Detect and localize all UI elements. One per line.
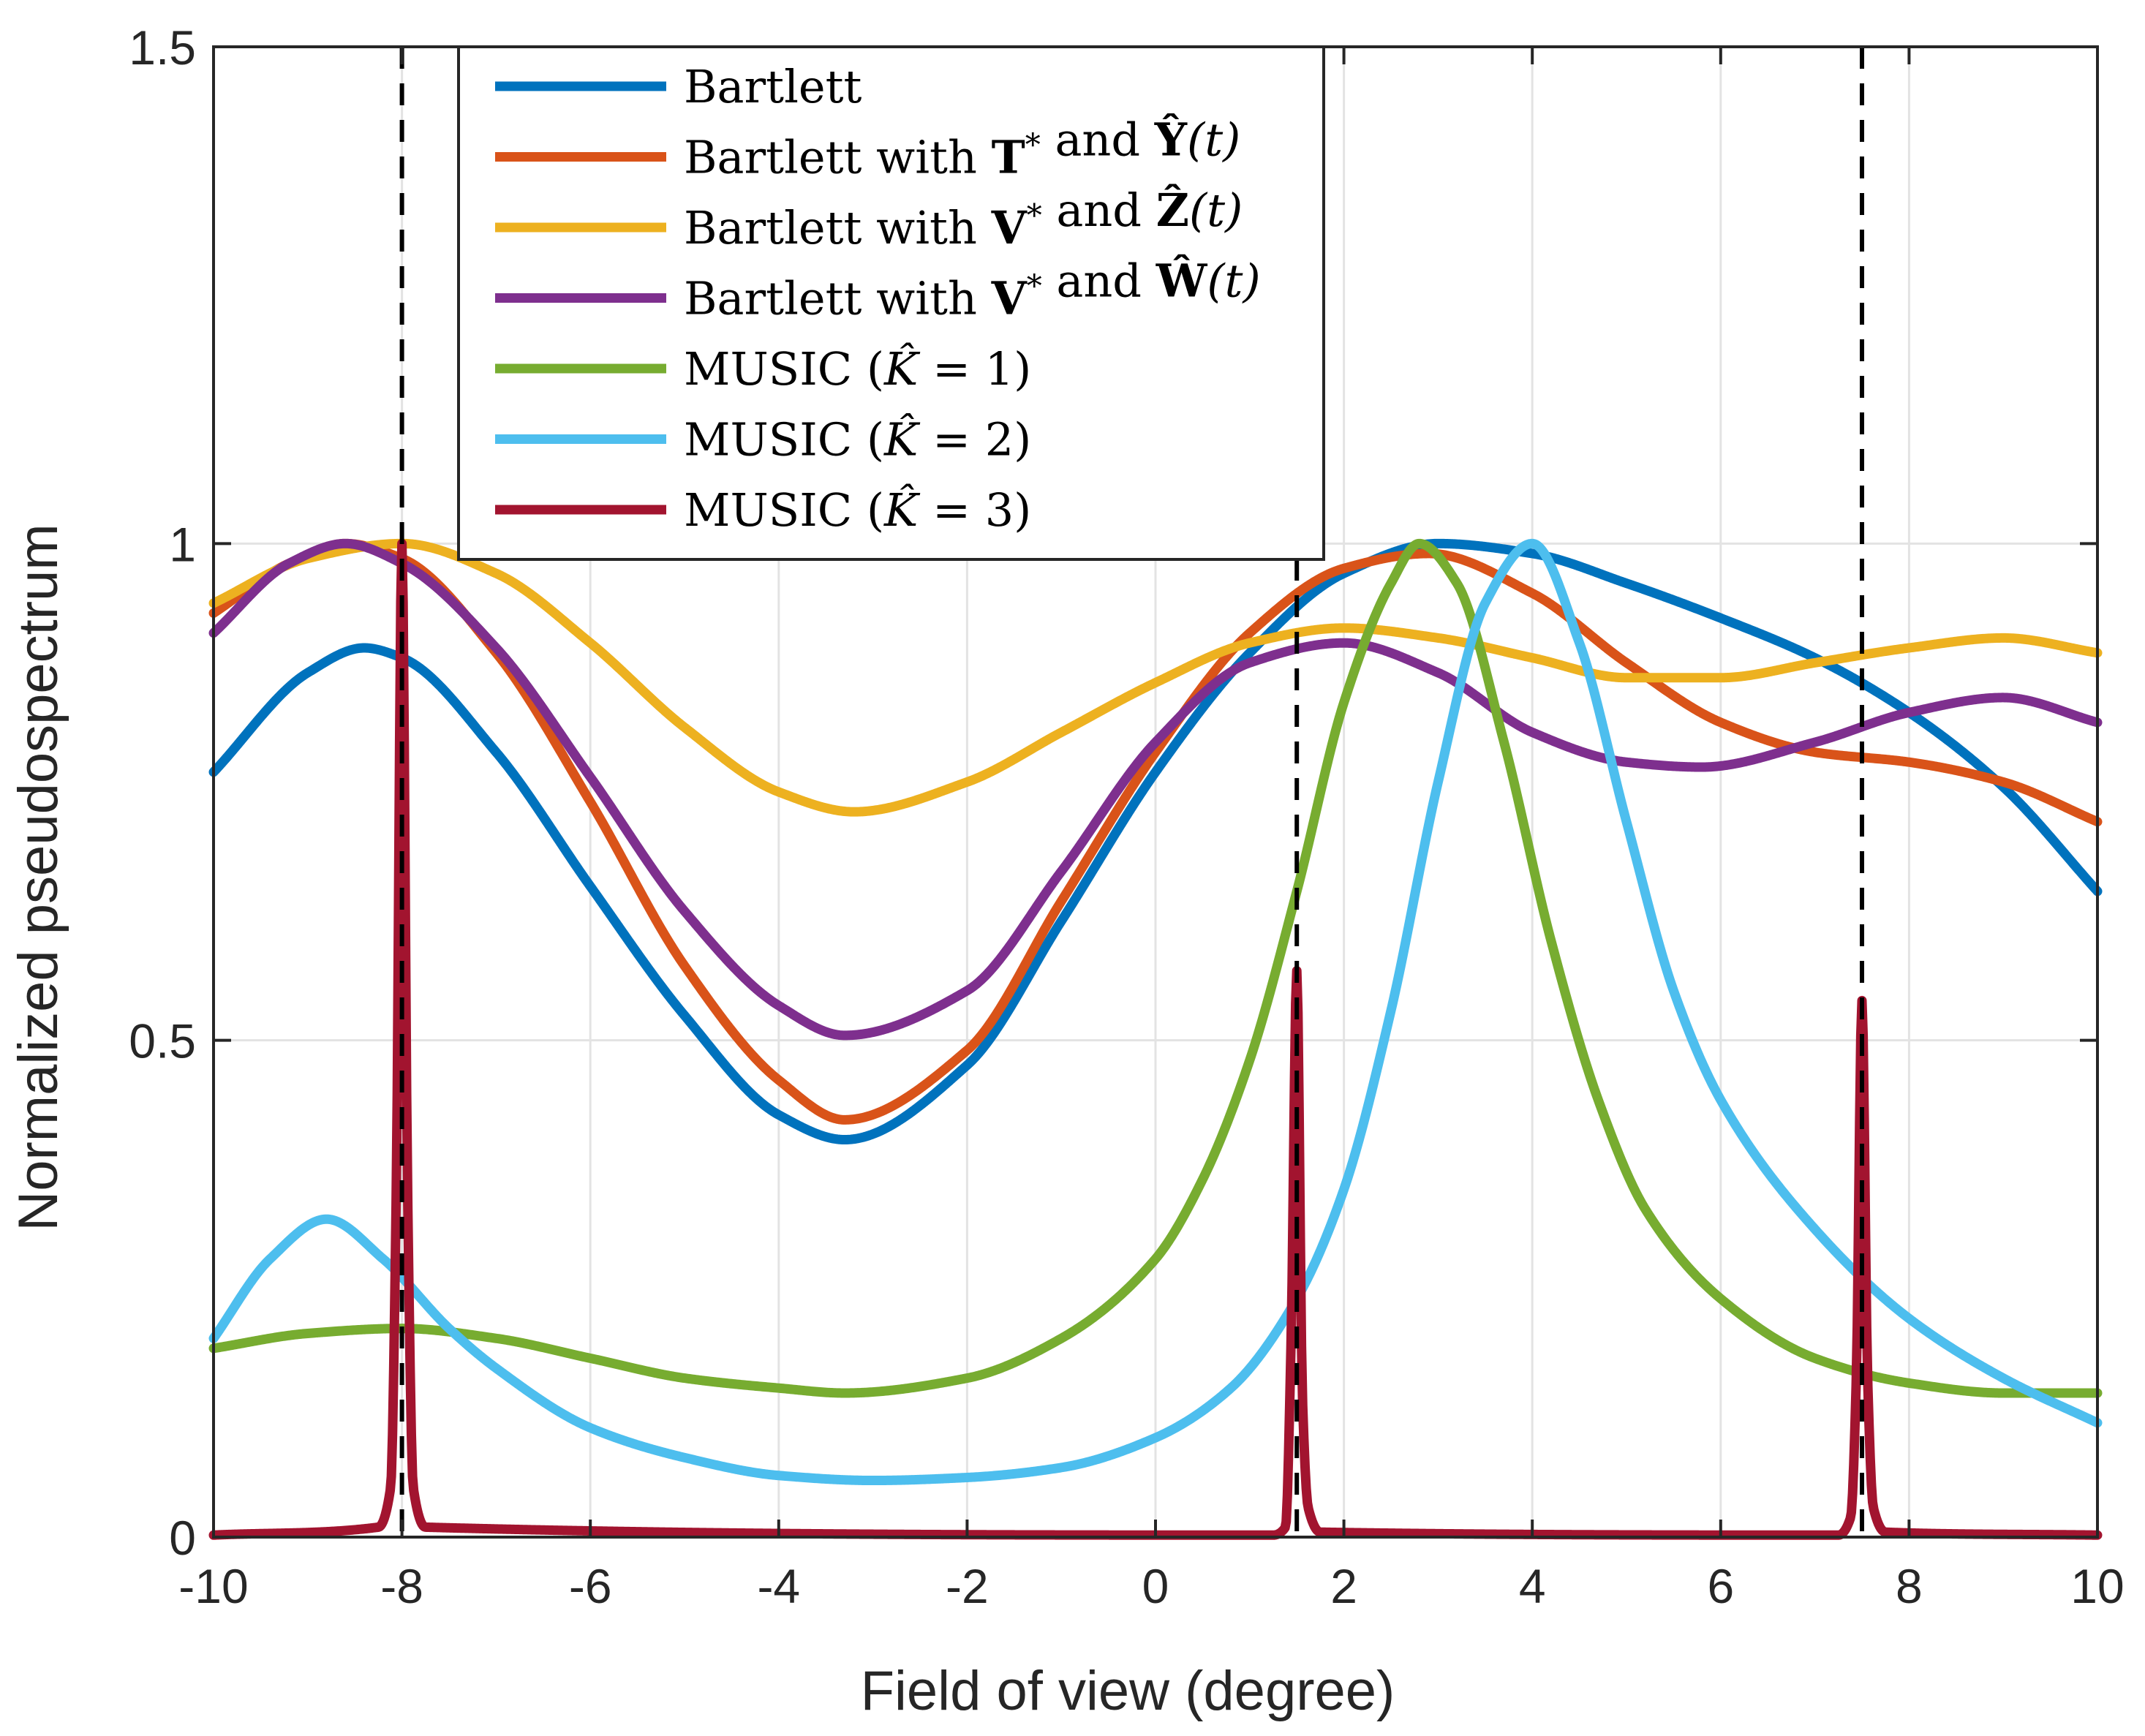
series-line-5 xyxy=(208,538,2103,1398)
legend-label-part: MUSIC ( xyxy=(684,483,884,537)
x-tick-label: 0 xyxy=(1142,1559,1169,1613)
legend-label-part: Bartlett with xyxy=(684,201,992,254)
x-axis-label: Field of view (degree) xyxy=(861,1660,1395,1722)
legend-label-part: = 1) xyxy=(918,342,1031,396)
x-tick-label: -2 xyxy=(946,1559,989,1613)
legend-label-part: (t) xyxy=(1189,184,1243,237)
legend-label-part: * xyxy=(1027,197,1042,233)
legend-box xyxy=(457,45,1325,561)
legend-label-part: = 2) xyxy=(918,413,1031,467)
y-tick-label: 0.5 xyxy=(129,1014,196,1068)
series-line-4 xyxy=(208,538,2103,1041)
y-tick-label: 1 xyxy=(169,517,196,571)
y-axis-label: Normalized pseudospectrum xyxy=(7,524,69,1231)
y-tick-label: 1.5 xyxy=(129,20,196,75)
legend-label-part: K̂ xyxy=(883,342,921,396)
legend-label-part: K̂ xyxy=(883,483,921,537)
x-tick-label: -10 xyxy=(178,1559,248,1613)
x-tick-label: -6 xyxy=(569,1559,612,1613)
legend-label-part: MUSIC ( xyxy=(684,413,884,467)
y-tick-labels: 0 0.5 1 1.5 xyxy=(129,20,196,1565)
series-line-2 xyxy=(208,538,2103,1125)
legend-label-part: Ŷ xyxy=(1154,113,1188,167)
legend-label-7: MUSIC (K̂ = 3) xyxy=(684,483,1031,537)
legend-label-part: and xyxy=(1042,184,1156,237)
legend-label-part: (t) xyxy=(1207,254,1260,308)
legend-label-1: Bartlett xyxy=(684,60,862,113)
x-tick-labels: -10 -8 -6 -4 -2 0 2 4 6 8 10 xyxy=(178,1559,2124,1613)
x-tick-label: 6 xyxy=(1707,1559,1734,1613)
x-tick-label: -4 xyxy=(757,1559,800,1613)
legend-label-4: Bartlett with V* and Ŵ(t) xyxy=(684,254,1261,325)
legend-label-part: and xyxy=(1042,254,1156,308)
x-tick-label: 10 xyxy=(2070,1559,2124,1613)
series-line-6 xyxy=(208,538,2103,1486)
x-tick-label: -8 xyxy=(380,1559,423,1613)
legend-label-part: V xyxy=(991,201,1028,254)
legend-label-part: K̂ xyxy=(883,413,921,467)
true-doa-markers xyxy=(399,47,1864,1537)
legend-label-part: * xyxy=(1025,127,1041,163)
legend-label-6: MUSIC (K̂ = 2) xyxy=(684,413,1031,467)
legend-label-part: and xyxy=(1041,113,1155,167)
legend-label-3: Bartlett with V* and Ẑ(t) xyxy=(684,184,1243,254)
legend-label-part: = 3) xyxy=(918,483,1031,537)
legend-label-part: T xyxy=(992,131,1025,184)
legend-label-part: Ẑ xyxy=(1156,184,1189,237)
legend-label-part: Bartlett xyxy=(684,60,862,113)
x-tick-label: 4 xyxy=(1519,1559,1546,1613)
legend-label-part: * xyxy=(1027,268,1042,304)
x-tick-label: 8 xyxy=(1896,1559,1923,1613)
legend-label-part: Bartlett with xyxy=(684,272,992,325)
x-tick-label: 2 xyxy=(1330,1559,1357,1613)
legend-label-part: Ŵ xyxy=(1156,254,1208,308)
legend-label-part: V xyxy=(991,272,1028,325)
series-line-1 xyxy=(208,538,2103,1145)
legend-label-part: MUSIC ( xyxy=(684,342,884,396)
y-tick-label: 0 xyxy=(169,1511,196,1565)
legend-label-part: Bartlett with xyxy=(684,131,992,184)
series-line-3 xyxy=(208,538,2103,817)
legend-label-part: (t) xyxy=(1187,113,1240,167)
legend-label-5: MUSIC (K̂ = 1) xyxy=(684,342,1031,396)
legend-label-2: Bartlett with T* and Ŷ(t) xyxy=(684,113,1240,184)
